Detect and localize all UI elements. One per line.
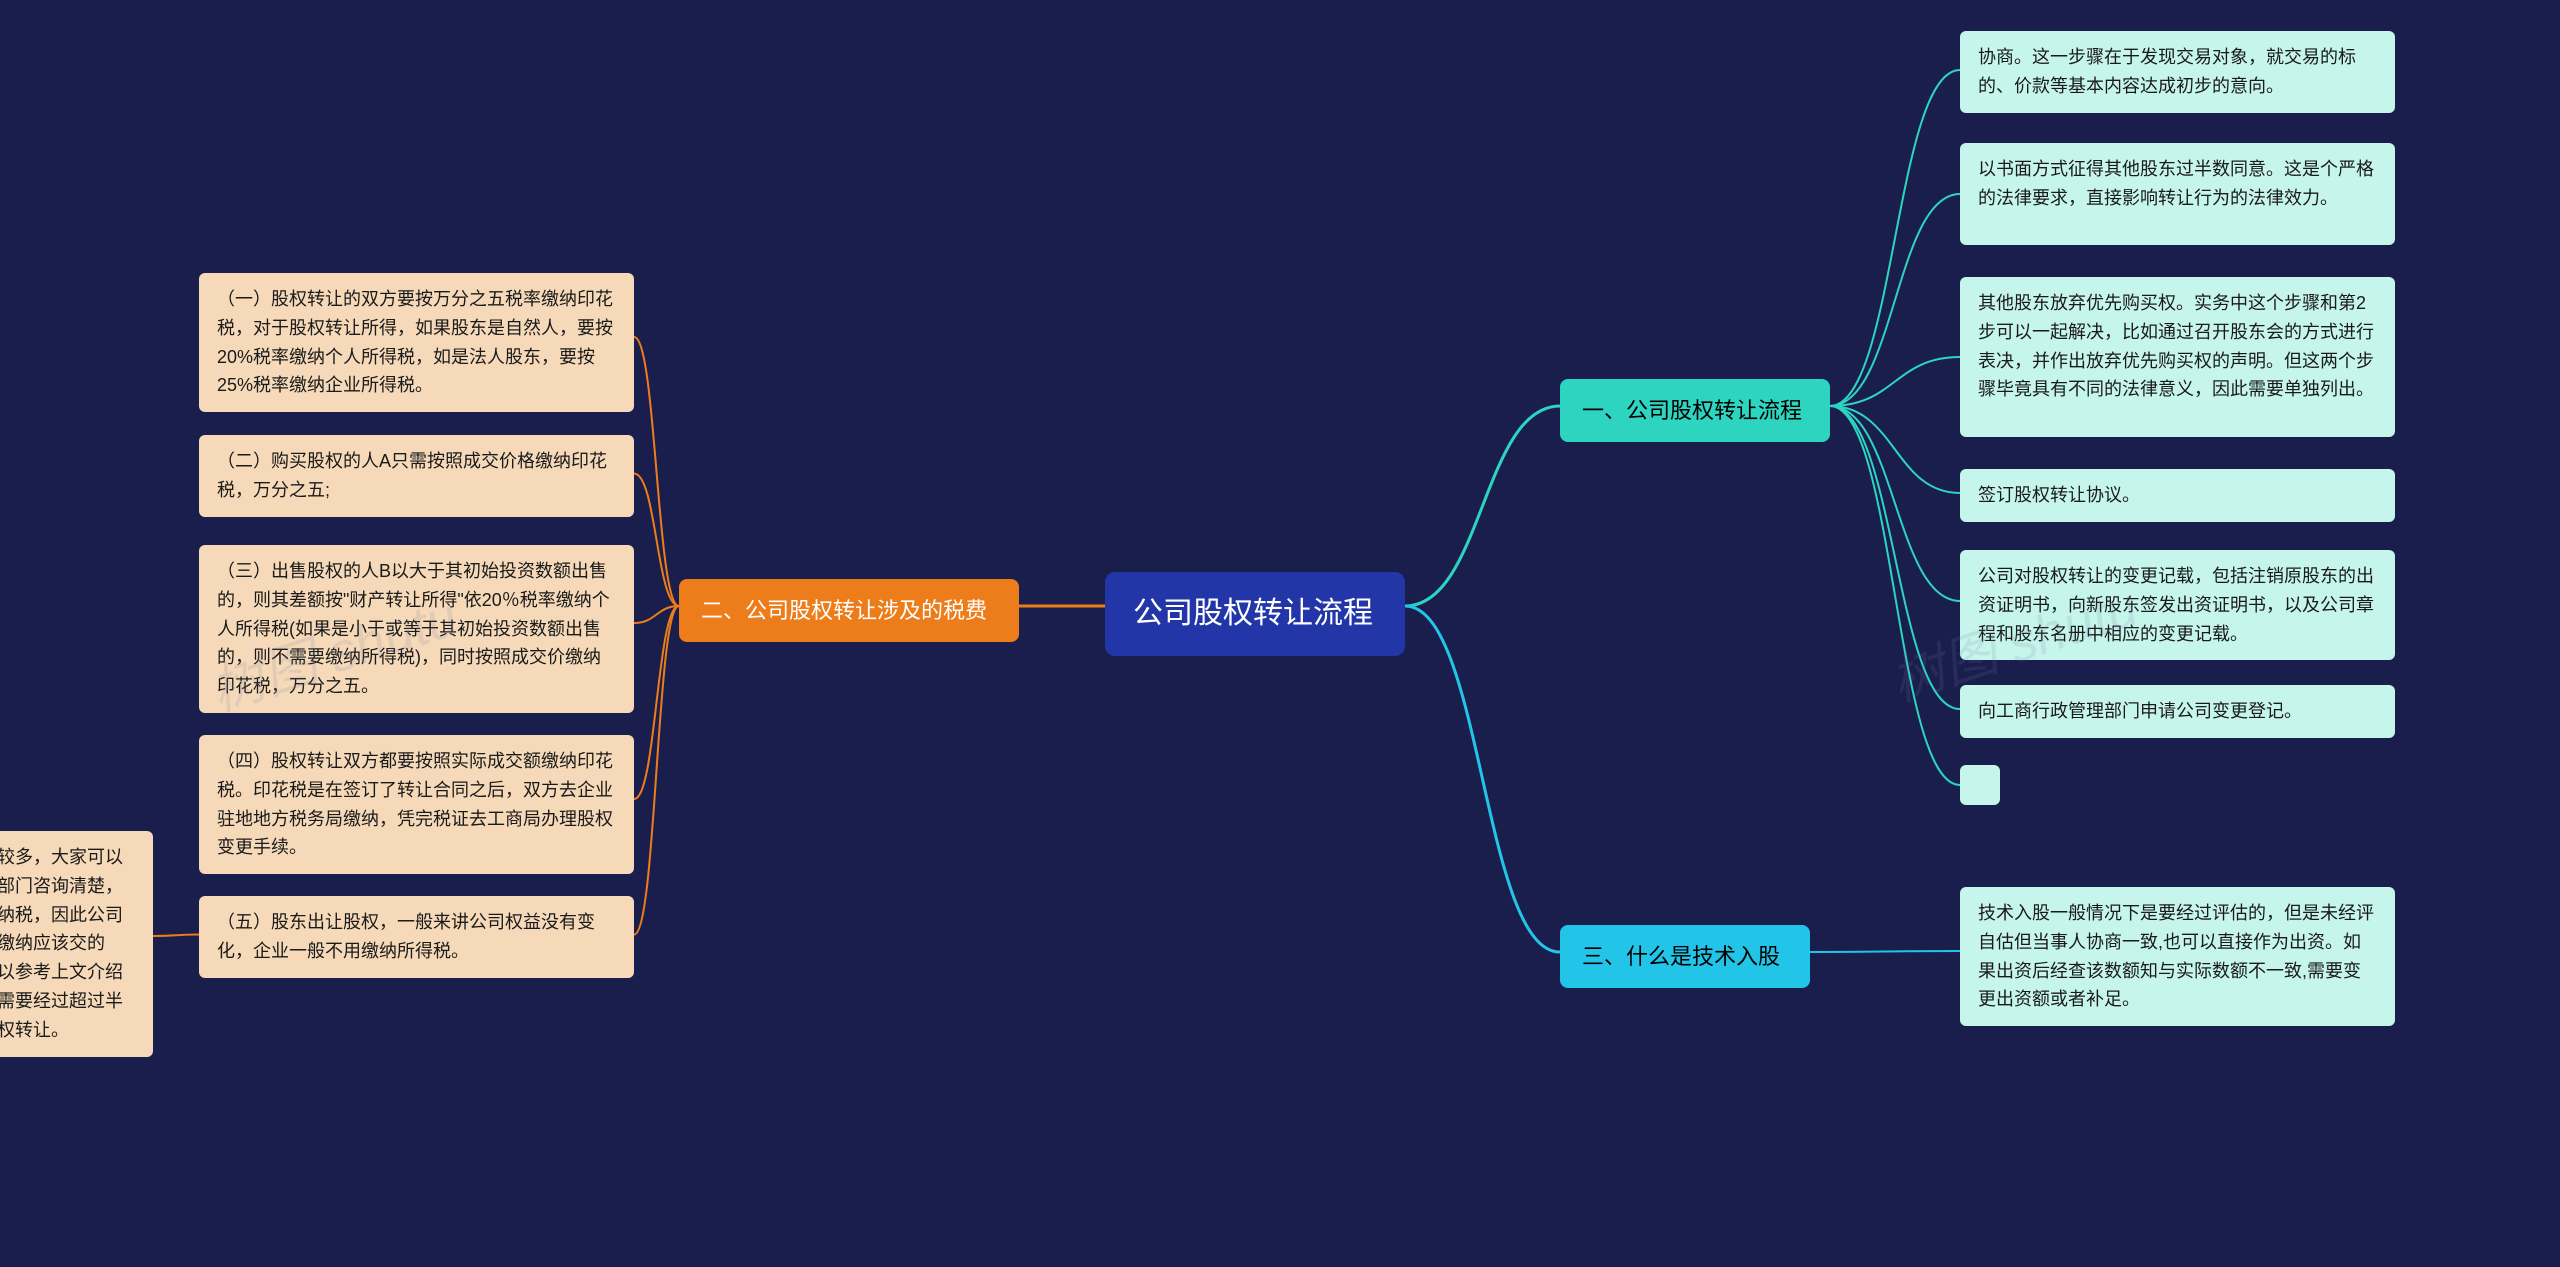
- branch-b3: 三、什么是技术入股: [1560, 925, 1810, 988]
- root-node: 公司股权转让流程: [1105, 572, 1405, 656]
- leaf-b3l1: 技术入股一般情况下是要经过评估的，但是未经评自估但当事人协商一致,也可以直接作为…: [1960, 887, 2395, 1026]
- branch-b1: 一、公司股权转让流程: [1560, 379, 1830, 442]
- leaf-b2l5: （五）股东出让股权，一般来讲公司权益没有变化，企业一般不用缴纳所得税。: [199, 896, 634, 978]
- leaf-b1l7: [1960, 765, 2000, 805]
- leaf-b1l2: 以书面方式征得其他股东过半数同意。这是个严格的法律要求，直接影响转让行为的法律效…: [1960, 143, 2395, 245]
- leaf-b2l3: （三）出售股权的人B以大于其初始投资数额出售的，则其差额按"财产转让所得"依20…: [199, 545, 634, 713]
- leaf-b2l5s: 公司转让股权涉及税费项目比较多，大家可以在进行公司股权转让时到税务部门咨询清楚，…: [0, 831, 153, 1057]
- leaf-b1l4: 签订股权转让协议。: [1960, 469, 2395, 522]
- branch-b2: 二、公司股权转让涉及的税费: [679, 579, 1019, 642]
- leaf-b1l6: 向工商行政管理部门申请公司变更登记。: [1960, 685, 2395, 738]
- leaf-b1l3: 其他股东放弃优先购买权。实务中这个步骤和第2步可以一起解决，比如通过召开股东会的…: [1960, 277, 2395, 437]
- leaf-b1l1: 协商。这一步骤在于发现交易对象，就交易的标的、价款等基本内容达成初步的意向。: [1960, 31, 2395, 113]
- leaf-b2l1: （一）股权转让的双方要按万分之五税率缴纳印花税，对于股权转让所得，如果股东是自然…: [199, 273, 634, 412]
- leaf-b2l4: （四）股权转让双方都要按照实际成交额缴纳印花税。印花税是在签订了转让合同之后，双…: [199, 735, 634, 874]
- leaf-b1l5: 公司对股权转让的变更记载，包括注销原股东的出资证明书，向新股东签发出资证明书，以…: [1960, 550, 2395, 660]
- leaf-b2l2: （二）购买股权的人A只需按照成交价格缴纳印花税，万分之五;: [199, 435, 634, 517]
